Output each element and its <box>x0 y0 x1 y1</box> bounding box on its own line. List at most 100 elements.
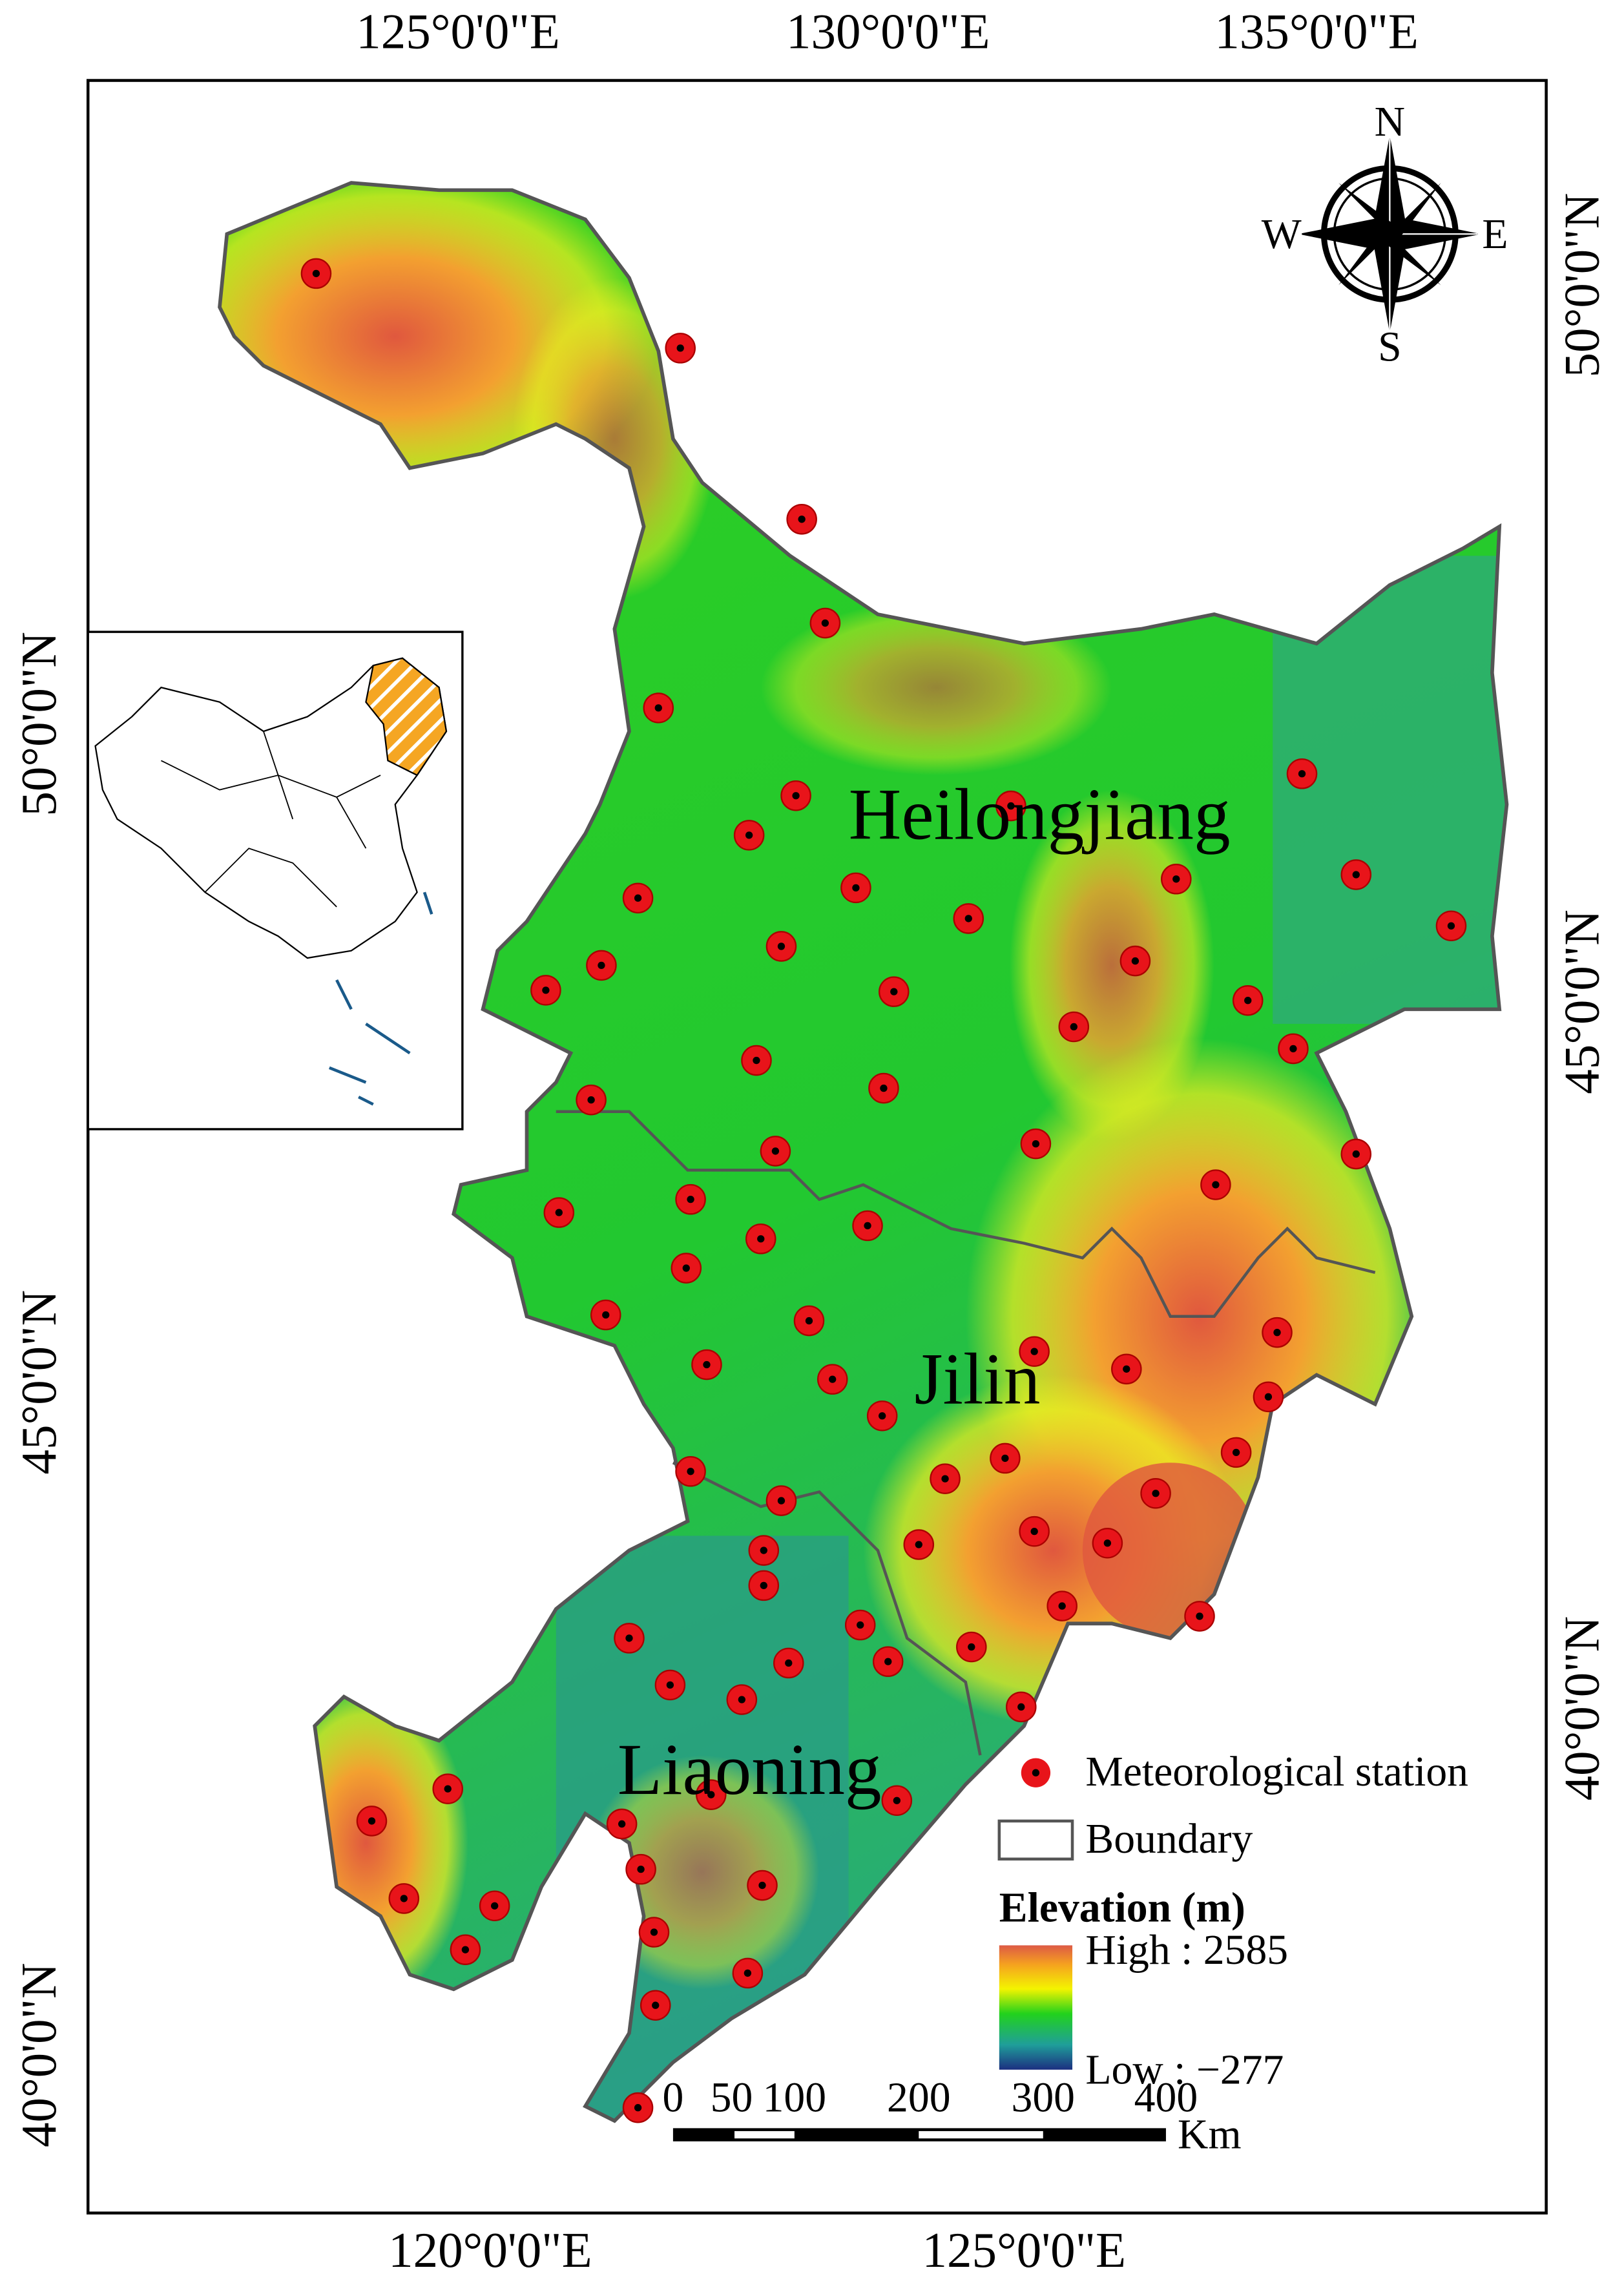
region-label: Jilin <box>914 1339 1040 1419</box>
station-center <box>880 1084 888 1092</box>
station-center <box>703 1360 711 1369</box>
station-center <box>618 1820 626 1828</box>
station-center <box>829 1375 837 1383</box>
station-center <box>1447 922 1455 930</box>
station-center <box>1232 1448 1240 1457</box>
station-center <box>821 619 829 627</box>
station-center <box>676 344 684 352</box>
compass-label: S <box>1378 323 1402 370</box>
top-axis-label: 130°0'0"E <box>786 3 990 59</box>
station-center <box>400 1895 408 1902</box>
station-center <box>1172 875 1180 883</box>
compass-label: E <box>1482 211 1508 258</box>
scale-label: 0 <box>662 2074 683 2121</box>
station-center <box>1001 1454 1009 1463</box>
station-center <box>968 1643 975 1651</box>
station-center <box>1030 1348 1038 1355</box>
station-center <box>1212 1181 1220 1189</box>
station-center <box>587 1096 595 1104</box>
station-center <box>1289 1045 1297 1053</box>
station-center <box>915 1541 922 1548</box>
legend-label: Low : −277 <box>1085 2047 1284 2094</box>
scale-bar: 0 50 100 200 300 400 Km <box>662 2074 1241 2158</box>
legend: Meteorological station Boundary Elevatio… <box>997 1748 1468 2094</box>
station-center <box>941 1475 949 1483</box>
right-axis-label: 50°0'0"N <box>1554 193 1610 378</box>
map-frame <box>86 79 1548 2214</box>
compass-label: W <box>1262 211 1302 258</box>
scale-label: 400 <box>1134 2074 1198 2121</box>
legend-label: Meteorological station <box>1085 1748 1468 1795</box>
station-center <box>1017 1703 1025 1711</box>
station-center <box>1058 1602 1066 1610</box>
region-label: Liaoning <box>618 1729 882 1810</box>
legend-title: Elevation (m) <box>999 1884 1245 1931</box>
station-center <box>461 1946 470 1953</box>
station-center <box>1152 1490 1160 1497</box>
station-center <box>805 1317 813 1325</box>
station-center <box>1298 770 1306 778</box>
station-center <box>1070 1023 1077 1031</box>
right-axis-label: 40°0'0"N <box>1554 1616 1610 1801</box>
station-center <box>757 1235 765 1243</box>
station-center <box>1032 1140 1040 1148</box>
station-center <box>687 1195 694 1203</box>
station-center <box>744 1969 752 1977</box>
province-boundary <box>672 1461 982 1756</box>
station-center <box>1352 871 1360 879</box>
left-axis-label: 45°0'0"N <box>11 1290 67 1475</box>
station-center <box>893 1797 900 1804</box>
stations <box>300 258 1467 2123</box>
station-center <box>602 1311 610 1319</box>
station-center <box>1244 997 1252 1005</box>
station-center <box>491 1902 499 1910</box>
station-center <box>368 1817 376 1825</box>
elevation-ramp <box>999 1945 1073 2070</box>
station-center <box>634 894 642 902</box>
station-center <box>890 988 898 995</box>
station-center <box>777 1497 786 1505</box>
left-axis-label: 50°0'0"N <box>11 632 67 817</box>
station-center <box>1131 957 1140 965</box>
station-center <box>792 792 800 800</box>
station-center <box>598 961 605 970</box>
station-center <box>1196 1612 1203 1620</box>
station-center <box>1123 1365 1130 1373</box>
station-center <box>444 1785 452 1793</box>
station-center <box>682 1264 690 1272</box>
station-center <box>637 1865 645 1873</box>
station-center <box>542 986 550 994</box>
left-axis-label: 40°0'0"N <box>11 1963 67 2147</box>
station-center <box>687 1468 694 1475</box>
station-center <box>312 269 320 278</box>
station-center <box>555 1209 563 1216</box>
province-boundary <box>556 1110 1376 1318</box>
scale-unit: Km <box>1178 2110 1241 2158</box>
station-center <box>654 704 662 712</box>
station-center <box>753 1056 760 1065</box>
station-center <box>777 943 786 950</box>
scale-label: 50 <box>711 2074 753 2121</box>
station-center <box>771 1147 780 1155</box>
station-center <box>1264 1393 1273 1401</box>
station-center <box>1273 1329 1281 1337</box>
station-center <box>1103 1539 1112 1547</box>
station-center <box>798 516 806 523</box>
station-center <box>964 915 972 922</box>
station-center <box>884 1658 892 1665</box>
right-axis-label: 45°0'0"N <box>1554 910 1610 1094</box>
station-center <box>652 2001 660 2009</box>
station-center <box>864 1222 871 1230</box>
station-center <box>666 1681 674 1689</box>
station-center <box>738 1696 745 1703</box>
station-center <box>650 1928 658 1936</box>
station-center <box>760 1547 767 1554</box>
legend-label: Boundary <box>1085 1815 1253 1862</box>
station-center <box>1030 1527 1038 1536</box>
scale-label: 200 <box>887 2074 950 2121</box>
top-axis-label: 125°0'0"E <box>356 3 560 59</box>
region-label: Heilongjiang <box>849 774 1231 855</box>
station-center <box>1352 1150 1360 1158</box>
legend-label: High : 2585 <box>1085 1926 1288 1974</box>
